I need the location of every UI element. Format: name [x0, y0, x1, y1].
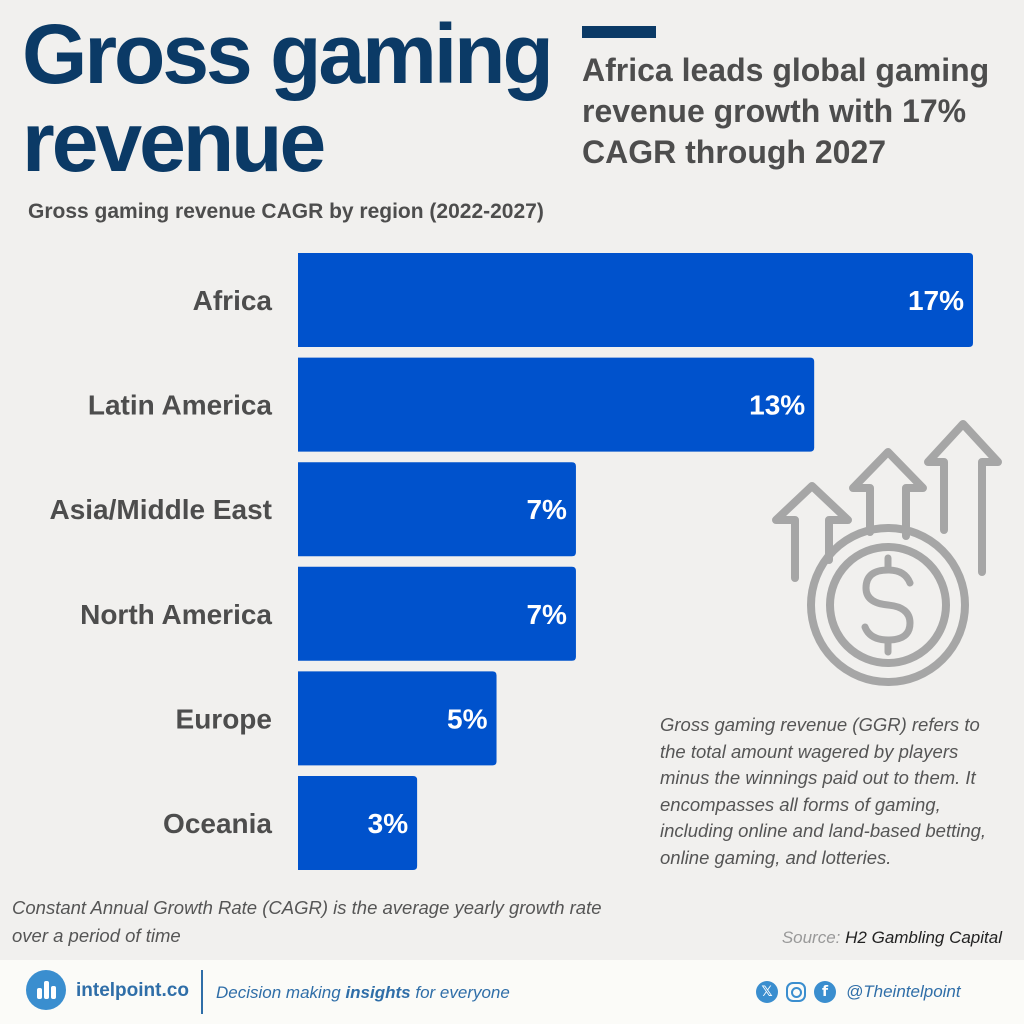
tagline-bold: insights	[345, 983, 411, 1002]
tagline-post: for everyone	[410, 983, 510, 1002]
headline: Africa leads global gaming revenue growt…	[582, 52, 990, 170]
data-label: 17%	[908, 285, 964, 316]
page-title: Gross gaming revenue	[22, 7, 554, 189]
footer-divider	[201, 970, 203, 1014]
category-label: Europe	[176, 703, 272, 734]
bar-africa	[298, 253, 973, 347]
social-links: 𝕏 f @Theintelpoint	[756, 980, 961, 1004]
instagram-icon[interactable]	[786, 982, 806, 1002]
facebook-icon[interactable]: f	[814, 981, 836, 1003]
bar-asia-middle-east	[298, 462, 576, 557]
growth-arrows-dollar-coin-icon	[772, 420, 1002, 686]
intelpoint-logo-icon[interactable]	[26, 970, 66, 1010]
bar-latin-america	[298, 357, 815, 452]
footer-bar	[0, 960, 1024, 1024]
cagr-definition-note: Constant Annual Growth Rate (CAGR) is th…	[12, 897, 602, 946]
x-icon[interactable]: 𝕏	[756, 981, 778, 1003]
category-label: Asia/Middle East	[49, 494, 272, 525]
source-label: Source:	[781, 928, 841, 947]
source-credit: Source: H2 Gambling Capital	[782, 928, 1002, 948]
source-name: H2 Gambling Capital	[845, 928, 1002, 947]
accent-bar	[582, 26, 656, 38]
social-handle[interactable]: @Theintelpoint	[846, 982, 961, 1001]
category-label: Latin America	[88, 390, 273, 421]
bar-oceania	[298, 776, 418, 870]
chart-title: Gross gaming revenue CAGR by region (202…	[28, 200, 544, 223]
tagline: Decision making insights for everyone	[216, 983, 510, 1003]
data-label: 5%	[447, 703, 488, 734]
brand-link[interactable]: intelpoint.co	[76, 980, 189, 1001]
data-label: 7%	[526, 494, 567, 525]
ggr-definition-note: Gross gaming revenue (GGR) refers to the…	[660, 714, 987, 868]
data-label: 7%	[526, 599, 567, 630]
bar-north-america	[298, 566, 576, 661]
category-label: Oceania	[163, 808, 272, 839]
data-label: 3%	[368, 808, 409, 839]
bar-chart: Africa 17% Latin America 13% Asia/Middle Eas…	[49, 253, 1002, 870]
category-label: Africa	[193, 285, 273, 316]
data-label: 13%	[749, 390, 805, 421]
category-label: North America	[80, 599, 272, 630]
bar-europe	[298, 671, 497, 766]
tagline-pre: Decision making	[216, 983, 346, 1002]
